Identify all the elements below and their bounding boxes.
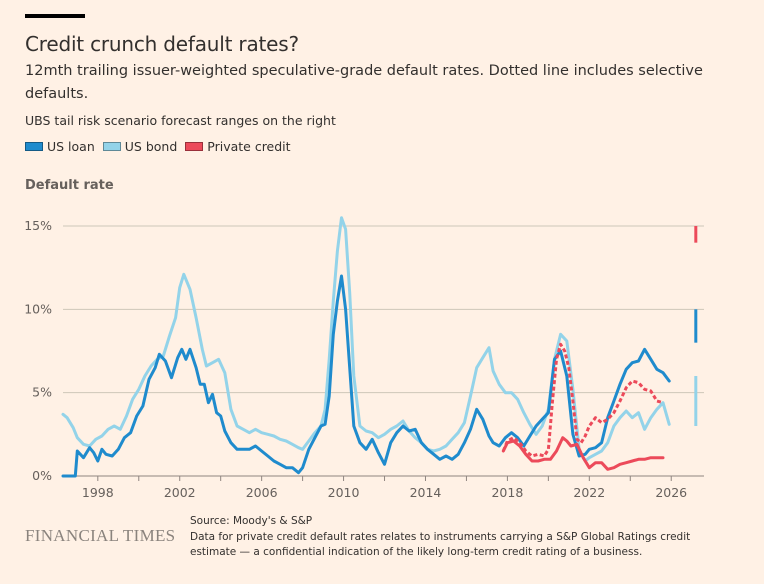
legend-item-us-loan: US loan [25,139,95,154]
x-axis: 1998 2002 2006 2010 2014 2018 2022 2026 [82,476,687,500]
legend-swatch-private-credit [185,142,204,151]
x-tick-label: 2002 [164,485,196,500]
legend-item-private-credit: Private credit [185,139,291,154]
series-line-us-bond [61,216,671,463]
series-lines [61,216,671,478]
legend-label: US bond [124,139,178,154]
legend-item-us-bond: US bond [102,139,178,154]
x-tick-label: 2018 [491,485,523,500]
x-tick-label: 2026 [655,485,687,500]
y-tick-label: 0% [32,468,52,483]
legend-label: US loan [47,139,95,154]
x-tick-label: 1998 [82,485,114,500]
series-line-private-credit [501,436,665,471]
gridlines [63,225,704,477]
x-tick-label: 2010 [328,485,360,500]
legend: US loan US bond Private credit [25,139,299,154]
chart-note: UBS tail risk scenario forecast ranges o… [25,113,336,128]
y-axis-title: Default rate [25,178,114,193]
y-tick-label: 5% [32,385,52,400]
y-tick-labels: 0% 5% 10% 15% [24,218,52,483]
top-rule [25,14,85,18]
ft-logo: FINANCIAL TIMES [25,526,176,545]
legend-label: Private credit [207,139,291,154]
chart-title: Credit crunch default rates? [25,32,299,56]
x-tick-label: 2022 [573,485,605,500]
legend-swatch-us-bond [102,142,121,151]
y-tick-label: 10% [24,301,52,316]
y-tick-label: 15% [24,218,52,233]
x-tick-label: 2006 [246,485,278,500]
chart-subtitle: 12mth trailing issuer-weighted speculati… [25,63,703,102]
x-tick-label: 2014 [410,485,442,500]
legend-swatch-us-loan [25,142,43,151]
series-line-private-credit-incl-selective-defaults [501,342,664,458]
source-note: Source: Moody's & S&P [190,515,313,527]
footer-description: Data for private credit default rates re… [190,531,691,558]
series-line-us-loan [61,274,671,478]
